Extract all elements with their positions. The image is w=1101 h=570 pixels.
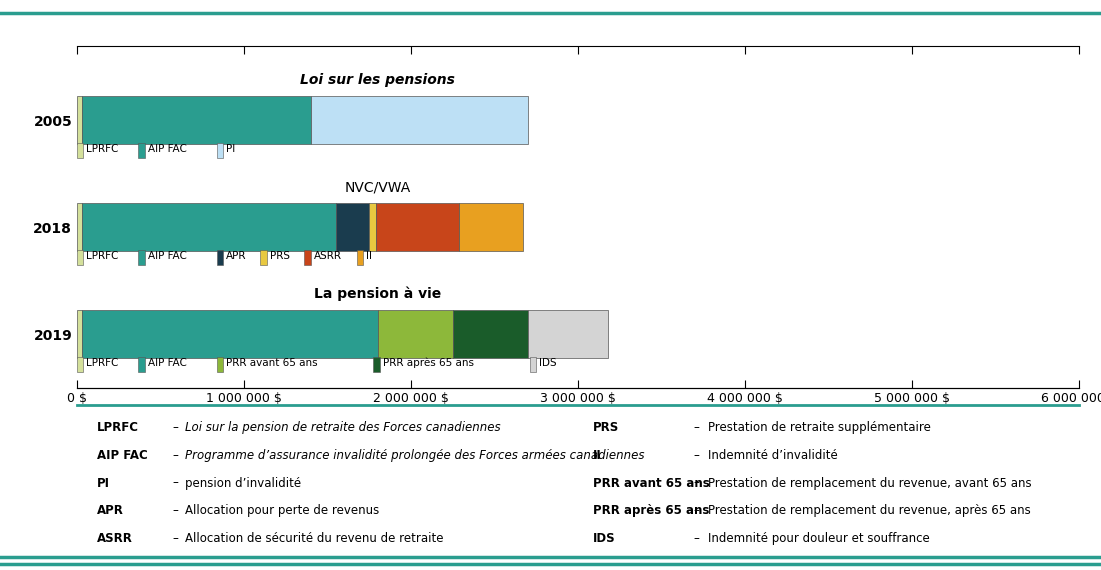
- Bar: [77, 96, 83, 144]
- Text: –: –: [694, 449, 699, 462]
- Bar: [83, 203, 336, 251]
- Text: Programme d’assurance invalidité prolongée des Forces armées canadiennes: Programme d’assurance invalidité prolong…: [185, 449, 645, 462]
- Text: AIP FAC: AIP FAC: [148, 144, 186, 154]
- Text: –: –: [172, 504, 178, 518]
- Bar: [310, 96, 527, 144]
- Text: –: –: [172, 532, 178, 545]
- Text: Allocation de sécurité du revenu de retraite: Allocation de sécurité du revenu de retr…: [185, 532, 444, 545]
- Bar: [217, 250, 224, 264]
- Text: –: –: [694, 421, 699, 434]
- Text: AIP FAC: AIP FAC: [148, 358, 186, 368]
- Bar: [77, 250, 84, 264]
- Text: Allocation pour perte de revenus: Allocation pour perte de revenus: [185, 504, 380, 518]
- Text: Prestation de retraite supplémentaire: Prestation de retraite supplémentaire: [708, 421, 931, 434]
- Text: ASRR: ASRR: [97, 532, 133, 545]
- Text: PRR après 65 ans: PRR après 65 ans: [383, 358, 473, 368]
- Text: Indemnité pour douleur et souffrance: Indemnité pour douleur et souffrance: [708, 532, 930, 545]
- Text: APR: APR: [226, 251, 247, 261]
- Bar: [77, 357, 84, 372]
- Text: Indemnité d’invalidité: Indemnité d’invalidité: [708, 449, 838, 462]
- Bar: [77, 203, 83, 251]
- Bar: [83, 310, 378, 358]
- Bar: [378, 310, 453, 358]
- Bar: [139, 250, 144, 264]
- Text: –: –: [694, 504, 699, 518]
- Text: –: –: [172, 477, 178, 490]
- Text: –: –: [694, 477, 699, 490]
- Text: –: –: [172, 449, 178, 462]
- Text: PRR après 65 ans: PRR après 65 ans: [593, 504, 709, 518]
- Text: Prestation de remplacement du revenue, après 65 ans: Prestation de remplacement du revenue, a…: [708, 504, 1031, 518]
- Text: ASRR: ASRR: [314, 251, 341, 261]
- Bar: [357, 250, 363, 264]
- Text: II: II: [593, 449, 602, 462]
- Text: PRR avant 65 ans: PRR avant 65 ans: [226, 358, 318, 368]
- Bar: [77, 143, 84, 158]
- Bar: [139, 357, 144, 372]
- Bar: [373, 357, 380, 372]
- Text: La pension à vie: La pension à vie: [314, 287, 442, 301]
- Text: pension d’invalidité: pension d’invalidité: [185, 477, 302, 490]
- Text: APR: APR: [97, 504, 124, 518]
- Text: IDS: IDS: [539, 358, 557, 368]
- Text: Loi sur la pension de retraite des Forces canadiennes: Loi sur la pension de retraite des Force…: [185, 421, 501, 434]
- Bar: [139, 143, 144, 158]
- Text: LPRFC: LPRFC: [86, 358, 119, 368]
- Text: PI: PI: [97, 477, 110, 490]
- Bar: [336, 203, 369, 251]
- Bar: [217, 143, 224, 158]
- Bar: [453, 310, 527, 358]
- Bar: [528, 310, 608, 358]
- Text: –: –: [694, 532, 699, 545]
- Text: –: –: [172, 421, 178, 434]
- Bar: [261, 250, 266, 264]
- Text: Loi sur les pensions: Loi sur les pensions: [301, 74, 455, 87]
- Text: PRS: PRS: [270, 251, 290, 261]
- Bar: [459, 203, 523, 251]
- Text: PRR avant 65 ans: PRR avant 65 ans: [593, 477, 710, 490]
- Bar: [217, 357, 224, 372]
- Text: AIP FAC: AIP FAC: [97, 449, 148, 462]
- Text: LPRFC: LPRFC: [86, 251, 119, 261]
- Text: NVC/VWA: NVC/VWA: [345, 180, 411, 194]
- Text: AIP FAC: AIP FAC: [148, 251, 186, 261]
- Text: PI: PI: [226, 144, 236, 154]
- Bar: [369, 203, 375, 251]
- Bar: [375, 203, 459, 251]
- Text: LPRFC: LPRFC: [97, 421, 139, 434]
- Bar: [530, 357, 536, 372]
- Bar: [77, 310, 83, 358]
- Text: LPRFC: LPRFC: [86, 144, 119, 154]
- Text: Prestation de remplacement du revenue, avant 65 ans: Prestation de remplacement du revenue, a…: [708, 477, 1032, 490]
- Bar: [304, 250, 310, 264]
- Text: PRS: PRS: [593, 421, 619, 434]
- Text: II: II: [366, 251, 372, 261]
- Bar: [83, 96, 310, 144]
- Text: IDS: IDS: [593, 532, 615, 545]
